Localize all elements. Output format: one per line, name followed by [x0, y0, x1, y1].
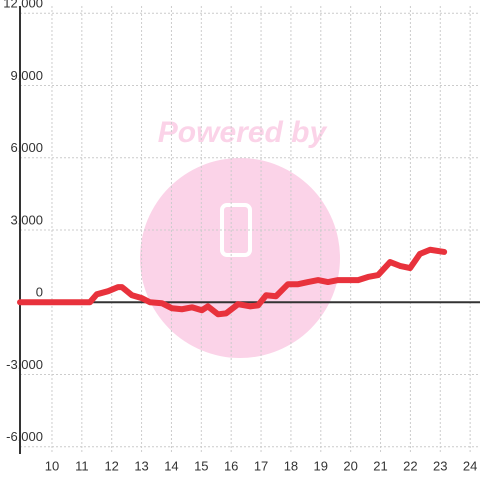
- x-tick-label: 11: [75, 458, 89, 473]
- x-tick-label: 18: [284, 458, 298, 473]
- y-tick-label: 6,000: [10, 140, 43, 155]
- y-tick-label: -6,000: [6, 429, 43, 444]
- watermark-icon: [220, 203, 252, 257]
- y-tick-label: -3,000: [6, 357, 43, 372]
- y-tick-label: 0: [36, 285, 43, 300]
- x-tick-label: 13: [134, 458, 148, 473]
- watermark-text: Powered by: [158, 116, 328, 149]
- line-series: [17, 246, 448, 318]
- x-tick-label: 24: [463, 458, 477, 473]
- y-tick-label: 9,000: [10, 68, 43, 83]
- y-tick-label: 3,000: [10, 212, 43, 227]
- x-tick-label: 23: [433, 458, 447, 473]
- x-tick-label: 22: [403, 458, 417, 473]
- x-tick-label: 15: [194, 458, 208, 473]
- x-tick-label: 14: [164, 458, 178, 473]
- x-tick-label: 16: [224, 458, 238, 473]
- y-tick-label: 12,000: [3, 0, 43, 11]
- x-tick-label: 12: [104, 458, 118, 473]
- x-tick-label: 19: [314, 458, 328, 473]
- x-tick-label: 21: [373, 458, 387, 473]
- watermark-logo: [140, 158, 340, 358]
- x-tick-label: 10: [45, 458, 59, 473]
- x-tick-label: 17: [254, 458, 268, 473]
- x-tick-label: 20: [343, 458, 357, 473]
